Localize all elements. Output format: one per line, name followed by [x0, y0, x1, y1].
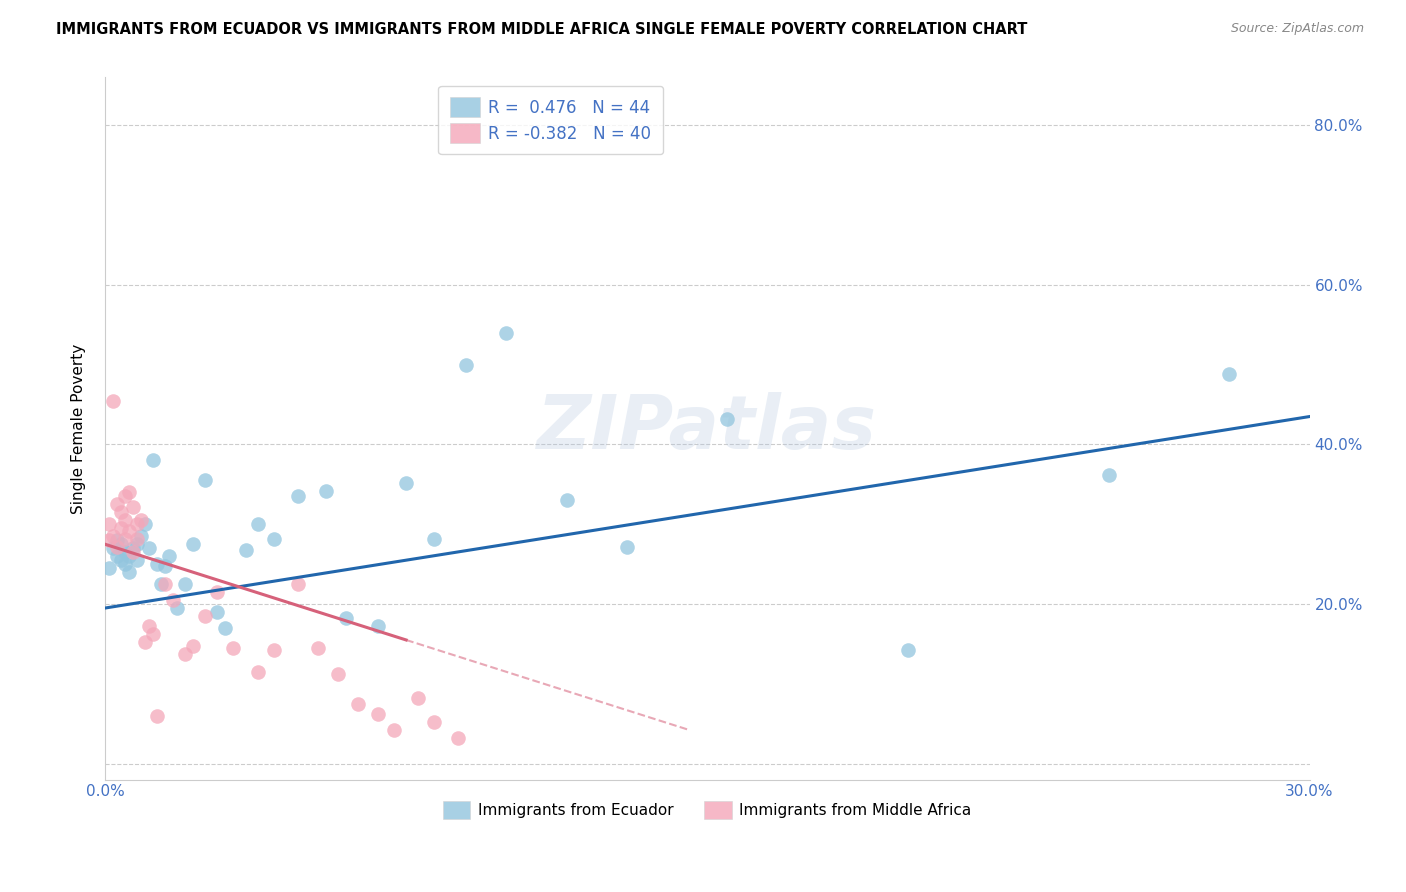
Point — [235, 542, 257, 557]
Point — [382, 723, 405, 738]
Point — [347, 697, 370, 711]
Point — [118, 485, 141, 500]
Point — [246, 517, 269, 532]
Point — [114, 532, 136, 546]
Point — [114, 489, 136, 503]
Text: IMMIGRANTS FROM ECUADOR VS IMMIGRANTS FROM MIDDLE AFRICA SINGLE FEMALE POVERTY C: IMMIGRANTS FROM ECUADOR VS IMMIGRANTS FR… — [56, 22, 1028, 37]
Text: Source: ZipAtlas.com: Source: ZipAtlas.com — [1230, 22, 1364, 36]
Point — [287, 577, 309, 591]
Point — [114, 545, 136, 559]
Point — [142, 453, 165, 467]
Point — [194, 474, 217, 488]
Point — [138, 619, 160, 633]
Y-axis label: Single Female Poverty: Single Female Poverty — [72, 343, 86, 514]
Point — [174, 647, 197, 661]
Point — [555, 493, 578, 508]
Point — [162, 593, 184, 607]
Point — [246, 665, 269, 679]
Point — [110, 505, 132, 519]
Point — [122, 500, 145, 514]
Text: ZIPatlas: ZIPatlas — [537, 392, 877, 465]
Point — [110, 521, 132, 535]
Point — [150, 577, 173, 591]
Point — [134, 517, 156, 532]
Point — [716, 412, 738, 426]
Point — [155, 577, 177, 591]
Point — [263, 643, 285, 657]
Point — [146, 557, 169, 571]
Point — [181, 537, 204, 551]
Point — [98, 561, 121, 575]
Point — [118, 565, 141, 579]
Point — [146, 708, 169, 723]
Point — [307, 640, 329, 655]
Point — [101, 541, 124, 556]
Point — [118, 524, 141, 538]
Point — [1218, 368, 1240, 382]
Point — [129, 513, 152, 527]
Point — [105, 549, 128, 564]
Point — [110, 537, 132, 551]
Point — [98, 533, 121, 548]
Point — [207, 605, 229, 619]
Point — [101, 529, 124, 543]
Point — [142, 627, 165, 641]
Point — [114, 557, 136, 571]
Point — [395, 475, 418, 490]
Point — [406, 691, 429, 706]
Point — [367, 707, 389, 722]
Legend: Immigrants from Ecuador, Immigrants from Middle Africa: Immigrants from Ecuador, Immigrants from… — [437, 795, 977, 824]
Point — [155, 558, 177, 573]
Point — [166, 601, 188, 615]
Point — [101, 393, 124, 408]
Point — [447, 731, 470, 745]
Point — [367, 619, 389, 633]
Point — [315, 483, 337, 498]
Point — [98, 517, 121, 532]
Point — [423, 715, 446, 730]
Point — [157, 549, 180, 564]
Point — [456, 358, 478, 372]
Point — [222, 640, 245, 655]
Point — [1098, 467, 1121, 482]
Point — [495, 326, 517, 340]
Point — [127, 532, 149, 546]
Point — [127, 537, 149, 551]
Point — [181, 639, 204, 653]
Point — [105, 497, 128, 511]
Point — [127, 517, 149, 532]
Point — [114, 513, 136, 527]
Point — [134, 635, 156, 649]
Point — [897, 643, 920, 657]
Point — [423, 532, 446, 546]
Point — [105, 533, 128, 548]
Point — [287, 489, 309, 503]
Point — [616, 540, 638, 554]
Point — [118, 549, 141, 564]
Point — [263, 532, 285, 546]
Point — [110, 553, 132, 567]
Point — [138, 541, 160, 556]
Point — [105, 540, 128, 554]
Point — [127, 553, 149, 567]
Point — [122, 541, 145, 556]
Point — [326, 667, 349, 681]
Point — [214, 621, 236, 635]
Point — [335, 611, 357, 625]
Point — [194, 609, 217, 624]
Point — [122, 545, 145, 559]
Point — [129, 529, 152, 543]
Point — [174, 577, 197, 591]
Point — [207, 585, 229, 599]
